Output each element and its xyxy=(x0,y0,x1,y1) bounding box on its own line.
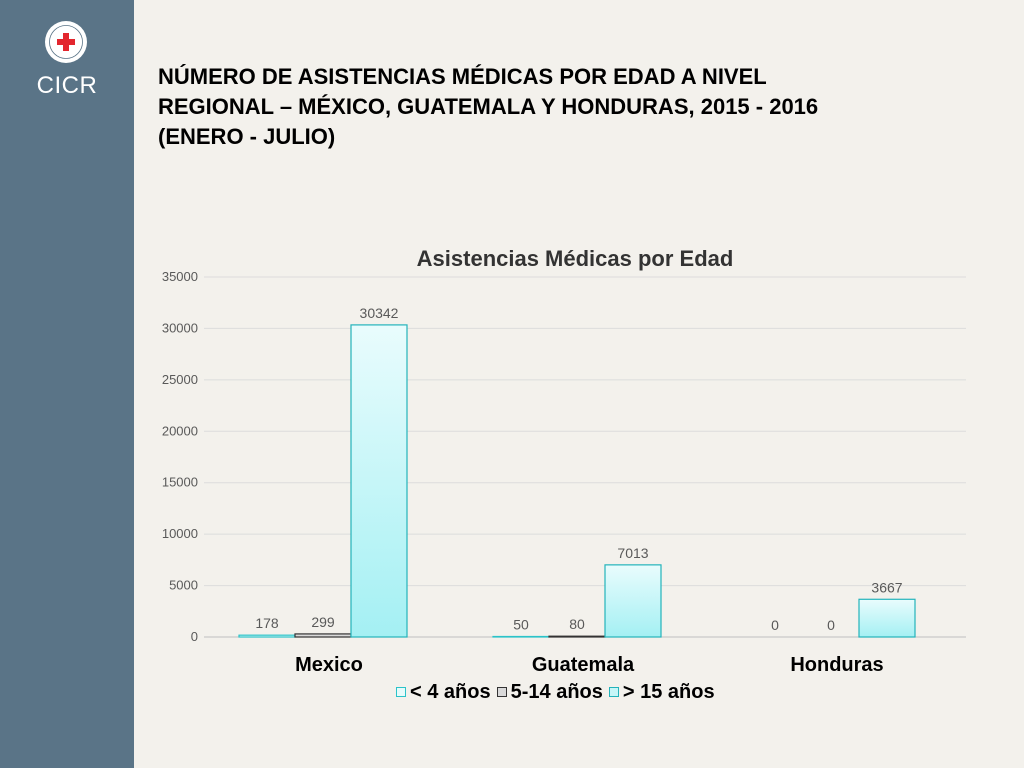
y-tick-label: 25000 xyxy=(162,372,198,387)
data-label: 3667 xyxy=(871,579,902,595)
bar xyxy=(858,598,916,638)
y-tick-label: 20000 xyxy=(162,423,198,438)
bar xyxy=(350,324,408,638)
bar xyxy=(294,633,352,638)
bar xyxy=(492,635,550,638)
legend-label-under-4: < 4 años xyxy=(410,680,491,703)
red-cross-emblem-icon xyxy=(45,21,87,63)
sidebar: CICR xyxy=(0,0,134,768)
bar xyxy=(604,564,662,638)
cross-horizontal xyxy=(57,39,75,45)
x-category-label: Guatemala xyxy=(532,654,635,676)
chart-legend: < 4 años 5-14 años > 15 años xyxy=(396,680,721,704)
legend-swatch-over-15 xyxy=(608,687,619,697)
y-tick-label: 5000 xyxy=(169,578,198,593)
y-tick-label: 35000 xyxy=(162,269,198,284)
slide-title-line-1: NÚMERO DE ASISTENCIAS MÉDICAS POR EDAD A… xyxy=(158,64,767,89)
legend-swatch-5-14 xyxy=(496,687,507,697)
data-label: 178 xyxy=(255,615,279,631)
data-label: 50 xyxy=(513,616,529,632)
legend-label-over-15: > 15 años xyxy=(622,680,715,703)
x-category-label: Honduras xyxy=(790,654,883,676)
data-label: 30342 xyxy=(360,305,399,321)
legend-item-under-4: < 4 años xyxy=(396,681,491,704)
data-label: 80 xyxy=(569,616,585,632)
org-name: CICR xyxy=(36,72,98,99)
data-label: 0 xyxy=(827,617,835,633)
data-label: 7013 xyxy=(617,545,648,561)
slide-title-line-3: (ENERO - JULIO) xyxy=(158,124,336,149)
legend-item-5-14: 5-14 años xyxy=(496,680,603,704)
chart-title: Asistencias Médicas por Edad xyxy=(417,246,734,271)
slide-title-line-2: REGIONAL – MÉXICO, GUATEMALA Y HONDURAS,… xyxy=(158,94,819,119)
y-tick-label: 0 xyxy=(191,629,198,644)
y-tick-label: 10000 xyxy=(162,526,198,541)
y-tick-label: 30000 xyxy=(162,320,198,335)
legend-label-5-14: 5-14 años xyxy=(510,680,603,703)
data-label: 0 xyxy=(771,617,779,633)
slide-title: NÚMERO DE ASISTENCIAS MÉDICAS POR EDAD A… xyxy=(158,62,978,152)
x-category-label: Mexico xyxy=(295,654,363,676)
y-tick-label: 15000 xyxy=(162,475,198,490)
data-label: 299 xyxy=(311,614,335,630)
bar xyxy=(548,635,606,638)
legend-swatch-under-4 xyxy=(396,687,406,697)
legend-item-over-15: > 15 años xyxy=(608,680,715,704)
bar xyxy=(238,634,296,638)
bar-chart: Asistencias Médicas por Edad050001000015… xyxy=(162,246,966,676)
